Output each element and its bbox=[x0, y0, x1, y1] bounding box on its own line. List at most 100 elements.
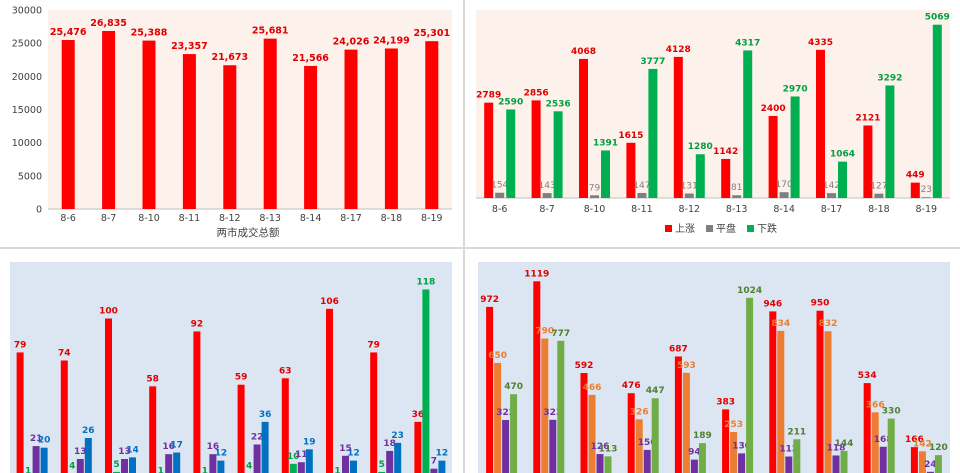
data-label: 12 bbox=[436, 449, 449, 459]
bar bbox=[921, 197, 931, 198]
bar bbox=[305, 449, 313, 473]
data-label: 5 bbox=[113, 460, 119, 470]
data-label: 366 bbox=[866, 400, 885, 410]
data-label: 94 bbox=[688, 448, 701, 458]
data-label: 322 bbox=[496, 408, 515, 418]
bar bbox=[549, 419, 557, 473]
bar bbox=[506, 109, 516, 198]
data-label: 74 bbox=[58, 349, 71, 359]
bar bbox=[40, 447, 48, 473]
data-label: 4 bbox=[246, 462, 252, 472]
data-label: 13 bbox=[118, 447, 131, 457]
data-label: 1615 bbox=[618, 131, 643, 141]
bar bbox=[182, 54, 196, 210]
bar bbox=[596, 454, 604, 473]
bar bbox=[542, 193, 552, 198]
legend-label: 平盘 bbox=[716, 222, 736, 235]
bar bbox=[673, 56, 683, 198]
data-label: 23 bbox=[391, 431, 404, 441]
plot-area bbox=[48, 10, 452, 209]
bar bbox=[76, 459, 84, 473]
bar bbox=[785, 456, 793, 473]
data-label: 2590 bbox=[498, 97, 523, 107]
data-label: 650 bbox=[488, 351, 507, 361]
bar bbox=[105, 318, 112, 473]
bar bbox=[61, 40, 75, 209]
bar bbox=[344, 49, 358, 209]
data-label: 12 bbox=[215, 449, 228, 459]
bar bbox=[648, 68, 658, 199]
data-label: 946 bbox=[763, 299, 782, 309]
data-label: 253 bbox=[724, 420, 743, 430]
bar bbox=[350, 460, 357, 473]
bar bbox=[601, 150, 610, 198]
data-label: 126 bbox=[591, 442, 610, 452]
bar bbox=[643, 449, 651, 473]
bar bbox=[790, 96, 800, 198]
data-label: 25,388 bbox=[131, 28, 168, 39]
bar bbox=[304, 65, 318, 210]
bar bbox=[863, 383, 871, 473]
bar bbox=[768, 115, 778, 198]
data-label: 4335 bbox=[808, 38, 833, 48]
bar bbox=[743, 50, 753, 199]
bar bbox=[651, 398, 659, 473]
x-tick-label: 8-11 bbox=[631, 204, 653, 215]
data-label: 143 bbox=[539, 181, 556, 191]
bar bbox=[281, 378, 289, 473]
data-label: 79 bbox=[367, 340, 380, 350]
y-tick-label: 30000 bbox=[12, 6, 42, 17]
data-label: 383 bbox=[716, 397, 735, 407]
data-label: 4317 bbox=[735, 38, 760, 48]
data-label: 1024 bbox=[737, 286, 762, 296]
bar bbox=[637, 192, 647, 198]
data-label: 18 bbox=[383, 439, 396, 449]
bar bbox=[486, 306, 494, 473]
data-label: 2856 bbox=[524, 88, 549, 98]
data-label: 79 bbox=[589, 183, 601, 193]
bar bbox=[533, 281, 541, 473]
advance-decline-bar-chart: 2789 154 2590 8-6 2856 143 2536 8-7 4068 79 1391 8-… bbox=[476, 10, 950, 235]
data-label: 12 bbox=[347, 449, 360, 459]
bar bbox=[588, 394, 596, 473]
data-label: 466 bbox=[583, 383, 602, 393]
data-label: 1391 bbox=[593, 138, 618, 148]
x-tick-label: 8-19 bbox=[421, 213, 443, 224]
bar bbox=[626, 142, 636, 198]
limit-count-bar-chart: 7912120744132610051314581161792116125942… bbox=[10, 262, 452, 473]
data-label: 2121 bbox=[855, 114, 880, 124]
bar bbox=[193, 331, 201, 473]
bar bbox=[425, 41, 439, 210]
plot-area bbox=[478, 262, 950, 473]
data-label: 81 bbox=[731, 183, 742, 193]
bar bbox=[173, 452, 181, 473]
x-tick-label: 8-6 bbox=[60, 213, 76, 224]
panel-divider-vertical bbox=[463, 0, 465, 473]
bar bbox=[721, 158, 731, 198]
data-label: 21 bbox=[30, 434, 43, 444]
bar bbox=[674, 356, 682, 473]
data-label: 4068 bbox=[571, 47, 596, 57]
data-label: 15 bbox=[339, 444, 352, 454]
bar bbox=[32, 446, 40, 473]
data-label: 63 bbox=[279, 366, 292, 376]
data-label: 168 bbox=[874, 435, 893, 445]
data-label: 470 bbox=[504, 382, 523, 392]
data-label: 534 bbox=[858, 371, 877, 381]
chart-panel-advance-decline: 2789 154 2590 8-6 2856 143 2536 8-7 4068 79 1391 8-… bbox=[466, 0, 960, 246]
legend-swatch bbox=[665, 225, 672, 232]
chart-panel-limit-counts: 79 1 21 20 74 4 13 26 100 5 13 14 58 1 16 17 92 1 16 12 59 4 2… bbox=[0, 250, 462, 473]
data-label: 834 bbox=[771, 319, 790, 329]
data-label: 120 bbox=[929, 443, 948, 453]
x-tick-label: 8-10 bbox=[584, 204, 606, 215]
x-tick-label: 8-12 bbox=[679, 204, 701, 215]
data-label: 59 bbox=[235, 373, 248, 383]
data-label: 170 bbox=[776, 180, 793, 190]
y-tick-label: 20000 bbox=[12, 72, 42, 83]
x-tick-label: 8-7 bbox=[101, 213, 117, 224]
data-label: 118 bbox=[417, 277, 436, 287]
bar bbox=[926, 471, 934, 473]
data-label: 790 bbox=[535, 327, 554, 337]
bar bbox=[684, 193, 694, 198]
